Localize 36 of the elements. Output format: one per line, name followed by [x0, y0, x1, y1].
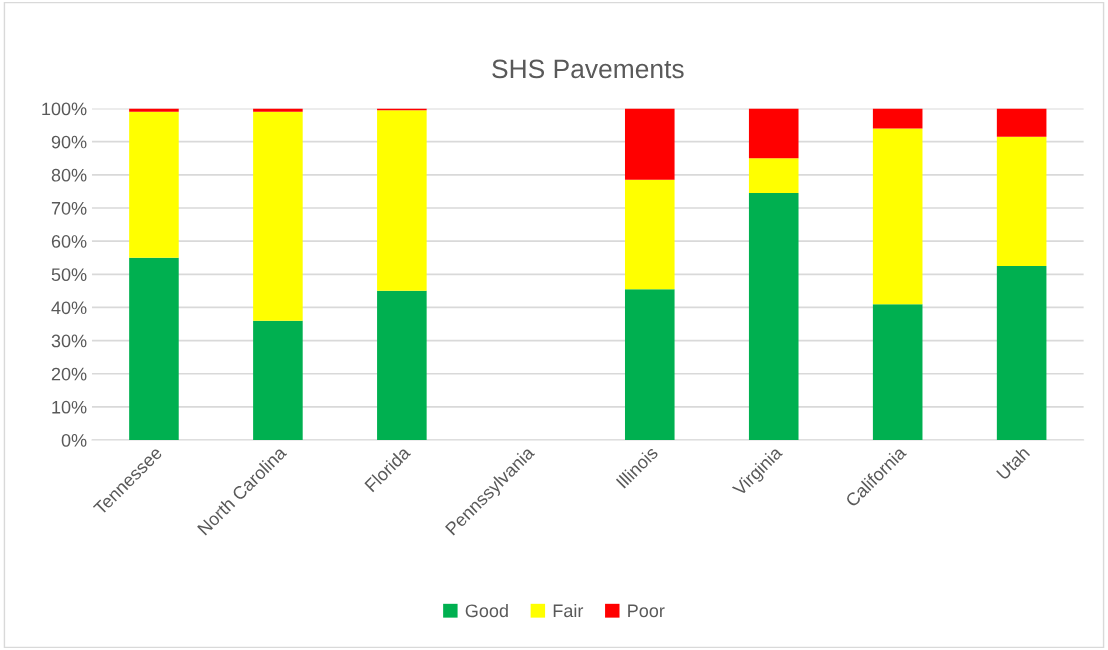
y-tick-label: 50%: [51, 268, 87, 282]
bar: [129, 257, 179, 441]
bar: [624, 108, 675, 180]
bar: [377, 110, 427, 291]
bar: [253, 108, 303, 112]
y-tick-label: 20%: [51, 367, 87, 381]
y-tick-label: 80%: [51, 168, 87, 182]
bar: [872, 108, 923, 129]
y-tick-label: 60%: [51, 235, 87, 248]
bar: [253, 320, 303, 441]
y-tick-label: 0%: [61, 433, 87, 447]
bar: [253, 111, 303, 321]
y-tick-label: 30%: [51, 334, 87, 348]
bar: [377, 290, 427, 441]
bar: [996, 266, 1047, 441]
bar: [872, 304, 923, 441]
bar: [624, 289, 675, 441]
bar: [996, 108, 1047, 137]
y-tick-label: 10%: [52, 400, 87, 414]
bar: [748, 108, 799, 159]
legend-label: Poor: [628, 604, 665, 618]
bar: [624, 179, 675, 290]
y-tick-label: 70%: [51, 201, 87, 215]
bar: [748, 193, 799, 441]
y-tick-label: 40%: [51, 301, 87, 315]
bar: [872, 128, 923, 305]
bar: [129, 108, 179, 112]
bar: [748, 158, 799, 194]
y-tick-label: 100%: [42, 102, 87, 116]
chart-title: SHS Pavements: [492, 59, 684, 79]
bar: [996, 136, 1047, 267]
y-tick-label: 90%: [51, 135, 87, 149]
bar: [129, 111, 179, 258]
legend-label: Good: [465, 603, 508, 618]
x-tick-label: Utah: [995, 445, 1031, 481]
legend-label: Fair: [553, 603, 584, 618]
